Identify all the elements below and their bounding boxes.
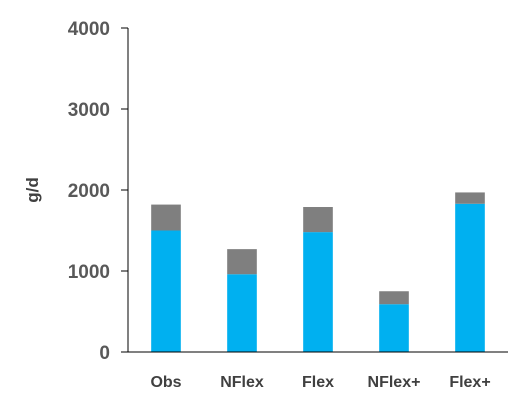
x-tick-label-2: Flex — [302, 374, 334, 391]
x-tick-label-3: NFlex+ — [368, 374, 421, 391]
bar-NFlex-segment-0 — [227, 274, 257, 352]
bars — [151, 192, 485, 352]
y-tick-label-0: 0 — [99, 343, 110, 364]
x-tick-label-0: Obs — [150, 374, 181, 391]
x-tick-label-1: NFlex — [220, 374, 264, 391]
y-tick-label-4: 4000 — [68, 19, 110, 40]
y-tick-label-1: 1000 — [68, 262, 110, 283]
bar-NFlex-segment-1 — [227, 249, 257, 275]
bar-Obs-segment-0 — [151, 230, 181, 352]
bar-NFlex+-segment-1 — [379, 291, 409, 305]
y-tick-label-3: 3000 — [68, 100, 110, 121]
category-labels: Obs NFlex Flex NFlex+ Flex+ — [150, 374, 490, 391]
bar-Flex-segment-1 — [303, 207, 333, 233]
bar-Flex+-segment-0 — [455, 203, 485, 352]
bar-NFlex+-segment-0 — [379, 304, 409, 352]
x-tick-label-4: Flex+ — [449, 374, 490, 391]
bar-Obs-segment-1 — [151, 204, 181, 231]
y-tick-label-2: 2000 — [68, 181, 110, 202]
y-axis-title: g/d — [23, 177, 42, 203]
bar-Flex+-segment-1 — [455, 192, 485, 204]
y-axis-ticks: 0 1000 2000 3000 4000 — [68, 19, 128, 364]
axes — [127, 28, 508, 353]
bar-Flex-segment-0 — [303, 232, 333, 352]
